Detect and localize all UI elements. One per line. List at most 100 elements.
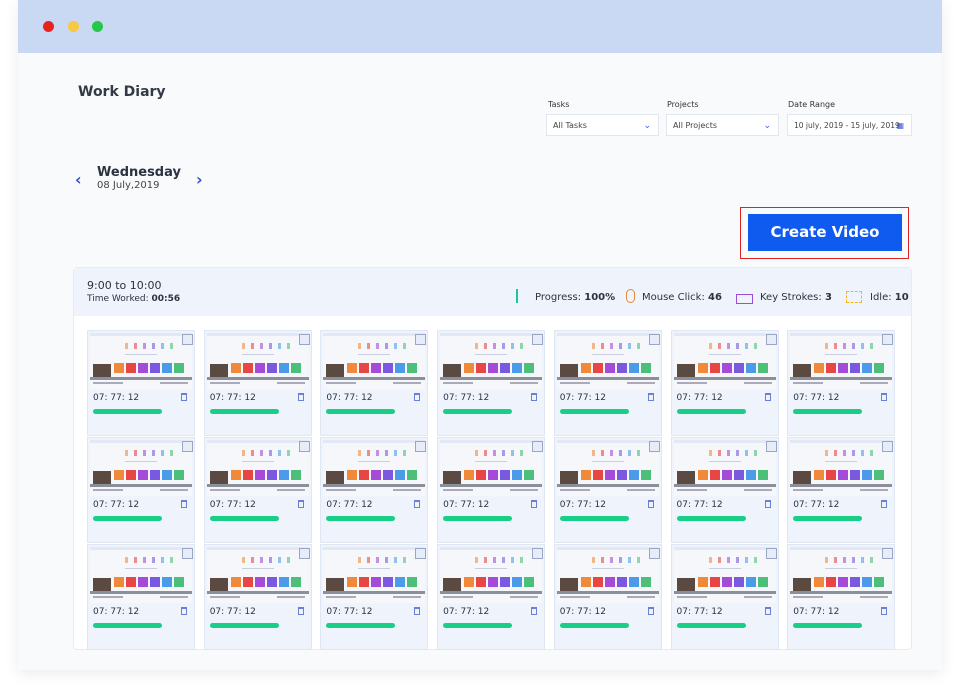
create-video-button[interactable]: Create Video	[748, 214, 902, 251]
thumb-tile	[580, 363, 591, 373]
screenshot-card[interactable]: 07: 77: 12	[203, 330, 312, 436]
maximize-button[interactable]	[92, 21, 103, 32]
screenshot-card[interactable]: 07: 77: 12	[87, 544, 195, 650]
delete-button[interactable]	[881, 500, 888, 508]
delete-button[interactable]	[414, 500, 421, 508]
delete-button[interactable]	[764, 607, 771, 615]
activity-bar	[793, 516, 863, 521]
delete-button[interactable]	[297, 500, 304, 508]
thumb-tile	[242, 470, 253, 480]
delete-button[interactable]	[764, 500, 771, 508]
screenshot-card[interactable]: 07: 77: 12	[203, 437, 312, 543]
delete-button[interactable]	[181, 500, 187, 508]
select-checkbox[interactable]	[415, 441, 427, 452]
screenshot-card[interactable]: 07: 77: 12	[320, 437, 429, 543]
delete-button[interactable]	[414, 607, 421, 615]
select-checkbox[interactable]	[532, 441, 544, 452]
thumb-figure	[502, 343, 506, 349]
select-checkbox[interactable]	[182, 441, 193, 452]
screenshot-card[interactable]: 07: 77: 12	[553, 437, 662, 543]
thumb-tile	[347, 577, 358, 587]
delete-button[interactable]	[647, 393, 654, 401]
select-checkbox[interactable]	[298, 334, 310, 345]
screenshot-card[interactable]: 07: 77: 12	[787, 437, 896, 543]
select-checkbox[interactable]	[648, 334, 660, 345]
projects-dropdown[interactable]: All Projects ⌄	[666, 114, 779, 136]
select-checkbox[interactable]	[182, 334, 193, 345]
screenshot-card[interactable]: 07: 77: 12	[787, 544, 896, 650]
progress-icon	[516, 289, 529, 303]
thumb-tile	[757, 363, 768, 373]
delete-button[interactable]	[531, 500, 538, 508]
thumb-figure	[609, 557, 613, 563]
delete-button[interactable]	[297, 607, 304, 615]
delete-button[interactable]	[881, 393, 888, 401]
screenshot-card[interactable]: 07: 77: 12	[670, 437, 779, 543]
close-button[interactable]	[43, 21, 54, 32]
tasks-dropdown[interactable]: All Tasks ⌄	[546, 114, 659, 136]
delete-button[interactable]	[414, 393, 421, 401]
thumbnail	[556, 547, 659, 603]
delete-button[interactable]	[531, 393, 538, 401]
delete-button[interactable]	[647, 607, 654, 615]
date-range-picker[interactable]: 10 july, 2019 - 15 july, 2019 ▦	[787, 114, 912, 136]
delete-button[interactable]	[764, 393, 771, 401]
select-checkbox[interactable]	[648, 441, 660, 452]
select-checkbox[interactable]	[532, 548, 544, 559]
delete-button[interactable]	[297, 393, 304, 401]
delete-button[interactable]	[181, 607, 187, 615]
delete-button[interactable]	[531, 607, 538, 615]
keyboard-icon	[736, 294, 753, 304]
thumb-figure	[241, 450, 245, 456]
select-checkbox[interactable]	[648, 548, 660, 559]
screenshot-card[interactable]: 07: 77: 12	[553, 330, 662, 436]
select-checkbox[interactable]	[765, 441, 777, 452]
thumb-tile	[874, 363, 885, 373]
screenshot-card[interactable]: 07: 77: 12	[787, 330, 896, 436]
thumb-photo	[443, 578, 462, 593]
select-checkbox[interactable]	[298, 548, 310, 559]
thumb-tile	[757, 470, 768, 480]
stat: Mouse Click: 46	[642, 292, 722, 303]
activity-bar	[676, 516, 746, 521]
screenshot-card[interactable]: 07: 77: 12	[437, 437, 546, 543]
select-checkbox[interactable]	[882, 548, 894, 559]
thumb-strip	[673, 591, 776, 594]
thumb-tile	[174, 577, 184, 587]
screenshot-card[interactable]: 07: 77: 12	[670, 544, 779, 650]
screenshot-card[interactable]: 07: 77: 12	[437, 330, 546, 436]
thumb-tile	[395, 577, 406, 587]
select-checkbox[interactable]	[415, 548, 427, 559]
thumb-header	[673, 440, 776, 443]
session-panel: 9:00 to 10:00 Time Worked: 00:56 Progres…	[73, 267, 912, 650]
minimize-button[interactable]	[68, 21, 79, 32]
select-checkbox[interactable]	[882, 334, 894, 345]
select-checkbox[interactable]	[415, 334, 427, 345]
thumb-caption	[743, 596, 772, 598]
select-checkbox[interactable]	[765, 334, 777, 345]
thumb-figure	[277, 343, 281, 349]
select-checkbox[interactable]	[765, 548, 777, 559]
thumb-figure	[277, 557, 281, 563]
screenshot-card[interactable]: 07: 77: 12	[87, 330, 195, 436]
screenshot-card[interactable]: 07: 77: 12	[320, 330, 429, 436]
next-day-button[interactable]: ›	[196, 170, 203, 189]
screenshot-card[interactable]: 07: 77: 12	[320, 544, 429, 650]
delete-button[interactable]	[881, 607, 888, 615]
select-checkbox[interactable]	[532, 334, 544, 345]
screenshot-card[interactable]: 07: 77: 12	[203, 544, 312, 650]
screenshot-card[interactable]: 07: 77: 12	[437, 544, 546, 650]
screenshot-card[interactable]: 07: 77: 12	[553, 544, 662, 650]
thumb-tile	[266, 363, 277, 373]
thumb-tile	[383, 470, 394, 480]
select-checkbox[interactable]	[182, 548, 193, 559]
screenshot-card[interactable]: 07: 77: 12	[670, 330, 779, 436]
prev-day-button[interactable]: ‹	[75, 170, 82, 189]
delete-button[interactable]	[647, 500, 654, 508]
screenshot-card[interactable]: 07: 77: 12	[87, 437, 195, 543]
delete-button[interactable]	[181, 393, 187, 401]
select-checkbox[interactable]	[882, 441, 894, 452]
select-checkbox[interactable]	[298, 441, 310, 452]
thumb-caption	[559, 382, 590, 384]
